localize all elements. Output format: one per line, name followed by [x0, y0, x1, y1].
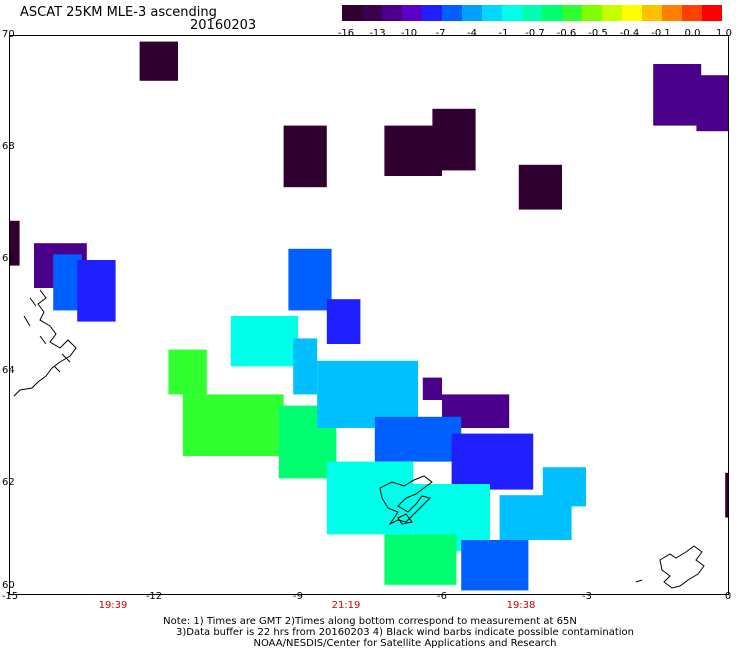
y-tick-62: 62 — [2, 477, 15, 488]
colorbar — [342, 5, 722, 21]
x-tick-m9: -9 — [293, 591, 303, 602]
data-cell — [451, 433, 534, 490]
data-cell — [326, 461, 414, 535]
footnote-line-3: NOAA/NESDIS/Center for Satellite Applica… — [253, 638, 557, 649]
colorbar-label: 0.0 — [684, 28, 701, 39]
data-cell — [518, 164, 562, 210]
greenland-coast — [13, 289, 77, 397]
colorbar-swatch — [702, 5, 722, 21]
colorbar-label: -13 — [369, 28, 386, 39]
data-cell — [432, 108, 476, 171]
data-cell — [374, 416, 462, 462]
y-tick-70: 70 — [2, 29, 15, 40]
data-cell — [283, 125, 327, 188]
y-tick-64: 64 — [2, 365, 15, 376]
data-cell — [725, 472, 728, 518]
data-cell — [77, 260, 116, 322]
y-tick-68: 68 — [2, 141, 15, 152]
colorbar-swatch — [362, 5, 382, 21]
map-plot[interactable] — [9, 35, 729, 595]
colorbar-label: 1.0 — [716, 28, 732, 39]
time-stamp-2: 21:19 — [331, 600, 361, 611]
data-cell — [293, 338, 318, 395]
footnote-line-1: Note: 1) Times are GMT 2)Times along bot… — [163, 616, 577, 627]
data-cell — [422, 377, 442, 400]
shetland-coast — [659, 545, 705, 589]
data-cell — [384, 534, 457, 585]
colorbar-label: -0.5 — [588, 28, 608, 39]
data-cell — [139, 41, 178, 81]
product-date: 20160203 — [190, 18, 257, 33]
coastlines — [13, 289, 705, 589]
colorbar-label: -16 — [337, 28, 355, 39]
colorbar-swatch — [562, 5, 582, 21]
x-tick-m3: -3 — [582, 591, 592, 602]
colorbar-swatch — [502, 5, 522, 21]
colorbar-label: -0.7 — [525, 28, 545, 39]
colorbar-swatch — [442, 5, 462, 21]
x-tick-0: 0 — [724, 591, 732, 602]
colorbar-label: -0.1 — [651, 28, 671, 39]
data-cell — [326, 299, 361, 344]
data-cells — [10, 41, 728, 591]
data-cell — [542, 467, 586, 507]
footnote-line-2: 3)Data buffer is 22 hrs from 20160203 4)… — [176, 627, 634, 638]
colorbar-swatch — [642, 5, 662, 21]
map-canvas — [10, 41, 728, 591]
data-cell — [288, 248, 332, 311]
colorbar-swatch — [522, 5, 542, 21]
colorbar-swatch — [462, 5, 482, 21]
data-cell — [696, 75, 728, 132]
x-tick-m15: -15 — [1, 591, 19, 602]
y-tick-60: 60 — [2, 580, 15, 591]
data-cell — [230, 316, 298, 367]
colorbar-swatch — [482, 5, 502, 21]
colorbar-swatch — [402, 5, 422, 21]
time-stamp-3: 19:38 — [506, 600, 536, 611]
time-stamp-1: 19:39 — [98, 600, 128, 611]
product-title: ASCAT 25KM MLE-3 ascending — [20, 5, 217, 20]
colorbar-swatch — [662, 5, 682, 21]
data-cell — [461, 540, 529, 591]
colorbar-swatch — [342, 5, 362, 21]
colorbar-labels: -16 -13 -10 -7 -4 -1 -0.7 -0.6 -0.5 -0.4 -0.1 0.0 1.… — [330, 28, 732, 40]
colorbar-label: -7 — [435, 28, 446, 39]
x-tick-m12: -12 — [145, 591, 163, 602]
data-cell — [182, 394, 284, 456]
data-cell — [653, 64, 702, 126]
colorbar-swatch — [422, 5, 442, 21]
colorbar-swatch — [602, 5, 622, 21]
colorbar-swatch — [622, 5, 642, 21]
colorbar-label: -4 — [467, 28, 477, 39]
colorbar-label: -1 — [498, 28, 509, 39]
colorbar-swatch — [382, 5, 402, 21]
colorbar-label: -0.4 — [619, 28, 640, 39]
x-tick-m6: -6 — [437, 591, 447, 602]
colorbar-swatch — [542, 5, 562, 21]
colorbar-swatch — [682, 5, 702, 21]
colorbar-label: -0.6 — [556, 28, 577, 39]
y-tick-66: 66 — [2, 253, 15, 264]
data-cell — [10, 220, 20, 266]
colorbar-swatch — [582, 5, 602, 21]
colorbar-label: -10 — [400, 28, 418, 39]
data-cell — [168, 349, 207, 395]
faroe-islands-coast — [379, 475, 433, 526]
